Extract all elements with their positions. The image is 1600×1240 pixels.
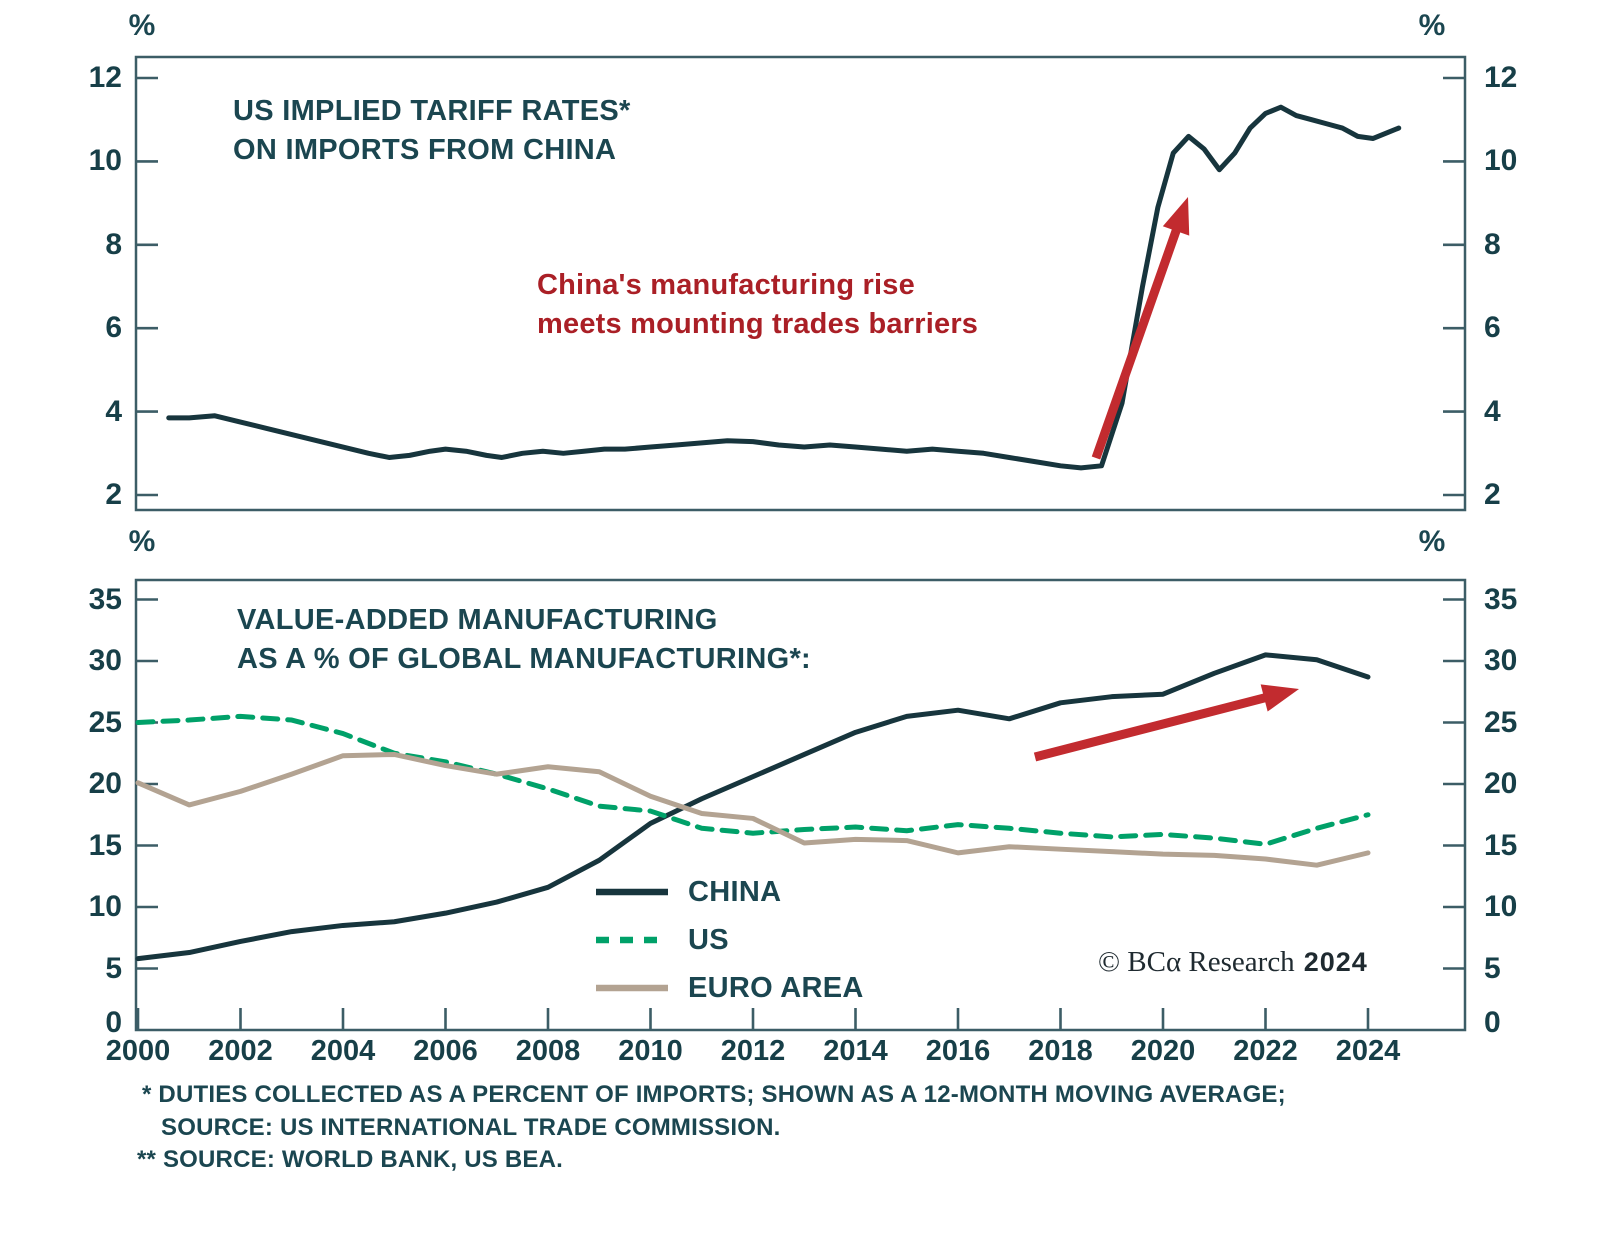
top-y-label-left: 8 [105,227,122,261]
bottom-y-label-left: 35 [88,582,122,616]
top-panel-frame [134,55,1467,512]
x-axis-year-label: 2002 [208,1035,273,1067]
footnote-1: * DUTIES COLLECTED AS A PERCENT OF IMPOR… [142,1081,1286,1108]
annotation-line2: meets mounting trades barriers [537,308,979,340]
x-axis-year-label: 2016 [925,1035,991,1067]
legend-item-us: US [594,916,864,964]
x-axis-year-label: 2020 [1130,1035,1196,1067]
euro-area-line-swatch [596,984,668,992]
x-axis-year-label: 2000 [105,1035,171,1067]
bottom-y-label-left: 5 [105,951,122,985]
x-axis-year-label: 2006 [413,1035,478,1067]
bottom-y-label-right: 0 [1484,1006,1501,1039]
bottom-chart-title-line1: VALUE-ADDED MANUFACTURING [237,604,718,636]
legend-item-china: CHINA [594,868,864,916]
percent-label-bottom-left: % [128,525,156,558]
us-line [135,713,1371,847]
legend-label-euro-area: EURO AREA [688,971,864,1004]
bottom-y-label-right: 5 [1484,951,1501,985]
top-chart-title-line1: US IMPLIED TARIFF RATES* [233,95,631,127]
percent-label-bottom-right: % [1418,525,1446,558]
copyright-year: 2024 [1303,947,1368,977]
x-axis-year-label: 2010 [618,1035,683,1067]
top-chart-title: US IMPLIED TARIFF RATES* ON IMPORTS FROM… [233,92,631,170]
top-y-label-left: 4 [105,394,122,428]
bottom-y-label-left: 10 [88,890,122,923]
copyright-text: © BCα Research [1098,946,1295,978]
x-axis-year-label: 2004 [310,1035,376,1067]
euro-area-line [135,751,1371,868]
percent-label-top-right: % [1418,9,1446,42]
top-y-label-right: 10 [1484,144,1518,178]
top-chart-title-line2: ON IMPORTS FROM CHINA [233,134,617,166]
tariff-rate-line [166,104,1402,471]
top-panel-up-arrow [1091,223,1183,460]
legend-label-us: US [688,923,729,956]
x-axis-year-label: 2008 [515,1035,581,1067]
bottom-panel-frame [134,578,1467,1032]
legend: CHINA US EURO AREA [594,868,864,1012]
bottom-y-label-right: 10 [1484,890,1518,923]
top-y-label-right: 8 [1484,227,1501,261]
bottom-y-label-right: 30 [1484,644,1518,677]
top-y-label-right: 4 [1484,394,1501,428]
legend-label-china: CHINA [688,875,782,908]
x-axis-year-label: 2012 [720,1035,786,1067]
top-y-label-right: 6 [1484,311,1501,345]
bottom-y-label-left: 30 [88,644,122,677]
annotation-line1: China's manufacturing rise [537,269,915,301]
top-y-label-right: 12 [1484,61,1518,94]
us-line-swatch [596,936,668,944]
bottom-panel-up-arrow [1033,692,1272,762]
bottom-y-label-right: 15 [1484,828,1518,862]
bottom-y-label-left: 25 [88,705,122,739]
top-y-label-left: 12 [88,61,122,94]
china-line-swatch [596,888,668,896]
footnote-3: ** SOURCE: WORLD BANK, US BEA. [137,1146,564,1173]
bottom-y-label-right: 20 [1484,767,1518,800]
legend-item-euro-area: EURO AREA [594,964,864,1012]
china-line [135,652,1371,962]
footnote-2: SOURCE: US INTERNATIONAL TRADE COMMISSIO… [161,1114,781,1141]
x-axis-year-label: 2014 [823,1035,888,1067]
annotation-text: China's manufacturing rise meets mountin… [537,266,978,344]
bottom-y-label-right: 25 [1484,705,1518,739]
x-axis-year-label: 2022 [1233,1035,1298,1067]
copyright: © BCα Research 2024 [1098,946,1368,979]
top-y-label-left: 10 [88,144,122,178]
top-y-label-left: 2 [105,478,122,511]
top-y-label-right: 2 [1484,478,1501,511]
x-axis-year-label: 2024 [1335,1035,1401,1067]
bottom-chart-title-line2: AS A % OF GLOBAL MANUFACTURING*: [237,643,812,675]
bottom-y-label-left: 20 [88,767,122,800]
bottom-panel-up-arrow-head [1260,684,1299,712]
bottom-chart-title: VALUE-ADDED MANUFACTURING AS A % OF GLOB… [237,601,811,679]
top-panel-up-arrow-head [1162,197,1190,236]
bottom-y-label-left: 15 [88,828,122,862]
x-axis-year-label: 2018 [1028,1035,1093,1067]
percent-label-top-left: % [128,9,156,42]
bottom-y-label-left: 0 [105,1006,122,1039]
bottom-y-label-right: 35 [1484,582,1518,616]
top-y-label-left: 6 [105,311,122,345]
